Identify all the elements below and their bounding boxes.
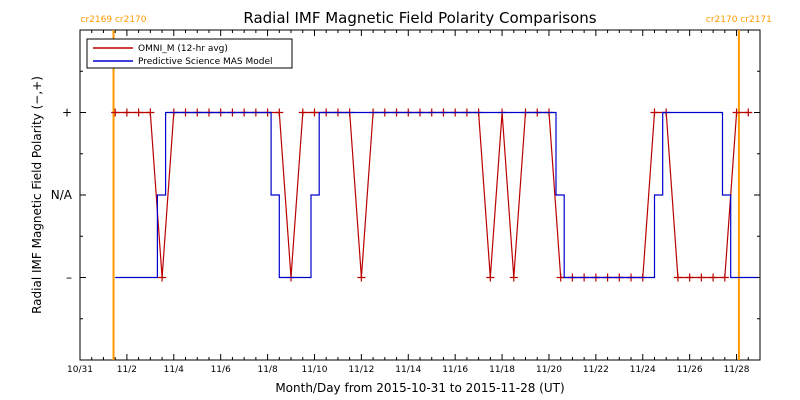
series-point-marker bbox=[357, 273, 366, 282]
series-point-marker bbox=[744, 108, 753, 117]
series-point-marker bbox=[275, 108, 284, 117]
series-point-marker bbox=[509, 273, 518, 282]
x-tick-label: 11/4 bbox=[164, 365, 184, 375]
x-tick-label: 11/24 bbox=[630, 365, 656, 375]
y-tick-label: + bbox=[62, 106, 72, 120]
carrington-marker-label: cr2169 cr2170 bbox=[81, 15, 147, 25]
x-tick-label: 11/2 bbox=[117, 365, 137, 375]
x-tick-label: 11/28 bbox=[724, 365, 750, 375]
series-point-marker bbox=[111, 108, 120, 117]
chart-title: Radial IMF Magnetic Field Polarity Compa… bbox=[243, 9, 596, 27]
x-tick-label: 11/14 bbox=[395, 365, 421, 375]
series-point-marker bbox=[709, 273, 718, 282]
series-point-marker bbox=[732, 108, 741, 117]
y-ticks: + N/A – bbox=[51, 29, 760, 361]
x-tick-label: 11/10 bbox=[302, 365, 328, 375]
x-tick-label: 11/20 bbox=[536, 365, 562, 375]
series-line-0 bbox=[115, 111, 749, 279]
series-point-marker bbox=[122, 108, 131, 117]
y-tick-label: N/A bbox=[51, 188, 73, 202]
legend: OMNI_M (12-hr avg) Predictive Science MA… bbox=[86, 38, 293, 69]
series-point-marker bbox=[673, 273, 682, 282]
series-point-marker bbox=[720, 273, 729, 282]
x-tick-label: 10/31 bbox=[67, 365, 93, 375]
x-ticks: 10/31 11/2 11/4 11/6 11/8 11/10 11/12 11/14 11/1… bbox=[67, 30, 761, 375]
series-point-marker bbox=[697, 273, 706, 282]
x-tick-label: 11/8 bbox=[257, 365, 277, 375]
series-point-marker bbox=[158, 273, 167, 282]
series-point-marker bbox=[556, 273, 565, 282]
series-point-marker bbox=[650, 108, 659, 117]
series-point-marker bbox=[134, 108, 143, 117]
series-line-1 bbox=[115, 111, 758, 279]
x-tick-label: 11/6 bbox=[211, 365, 231, 375]
x-tick-label: 11/16 bbox=[442, 365, 468, 375]
legend-label-mas-model: Predictive Science MAS Model bbox=[138, 57, 273, 67]
x-axis-label: Month/Day from 2015-10-31 to 2015-11-28 … bbox=[275, 381, 564, 395]
series-point-marker bbox=[486, 273, 495, 282]
x-tick-label: 11/22 bbox=[583, 365, 609, 375]
legend-label-omni: OMNI_M (12-hr avg) bbox=[138, 44, 228, 54]
y-tick-label: – bbox=[66, 271, 72, 285]
series-point-marker bbox=[685, 273, 694, 282]
y-axis-label: Radial IMF Magnetic Field Polarity (−,+) bbox=[30, 76, 44, 314]
x-tick-label: 11/18 bbox=[489, 365, 515, 375]
series-layer bbox=[111, 108, 758, 282]
series-point-marker bbox=[146, 108, 155, 117]
carrington-marker-label: cr2170 cr2171 bbox=[706, 15, 772, 25]
series-point-marker bbox=[298, 108, 307, 117]
x-tick-label: 11/12 bbox=[348, 365, 374, 375]
legend-box bbox=[86, 38, 293, 69]
carrington-markers: cr2169 cr2170 cr2170 cr2171 bbox=[81, 15, 772, 360]
series-point-marker bbox=[310, 108, 319, 117]
x-tick-label: 11/26 bbox=[677, 365, 703, 375]
